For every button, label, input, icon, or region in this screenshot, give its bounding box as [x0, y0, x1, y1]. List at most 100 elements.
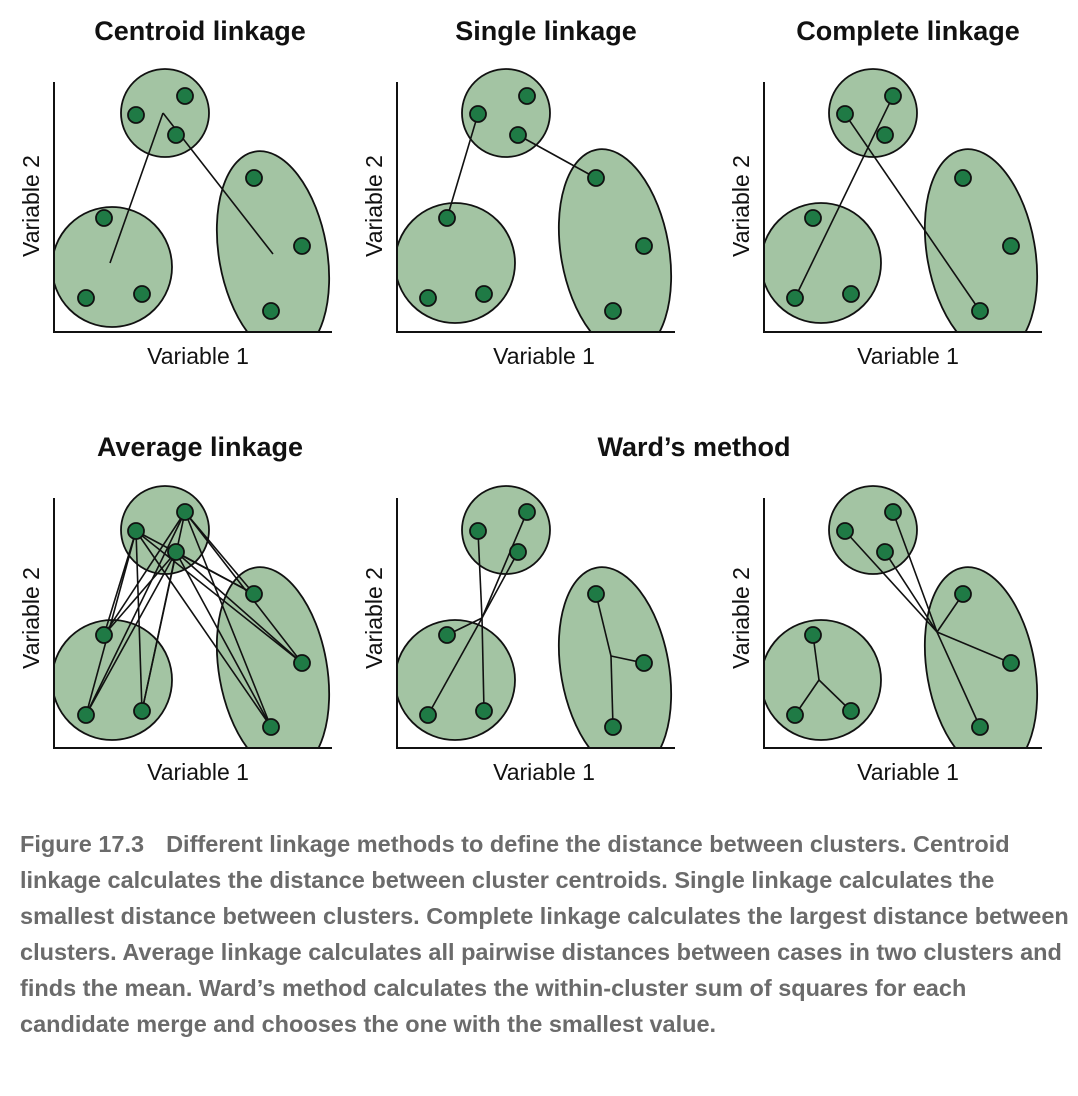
axes: [396, 498, 675, 749]
data-point: [133, 285, 151, 303]
data-point: [127, 522, 145, 540]
panel-centroid-linkage: Variable 1 Variable 2: [18, 68, 332, 369]
data-point: [95, 209, 113, 227]
data-point: [419, 706, 437, 724]
complete-link-line: [794, 95, 894, 299]
complete-link-line: [844, 113, 981, 312]
data-point: [884, 503, 902, 521]
y-axis-label: Variable 2: [728, 155, 754, 257]
data-point: [804, 626, 822, 644]
axes: [53, 498, 332, 749]
axes: [763, 82, 1042, 333]
data-point: [876, 543, 894, 561]
panel-wards-method-merge-b: Variable 1 Variable 2: [728, 485, 1042, 785]
data-point: [587, 169, 605, 187]
cluster-right: [923, 566, 1039, 748]
data-point: [836, 105, 854, 123]
axes: [763, 498, 1042, 749]
x-axis-label: Variable 1: [493, 343, 595, 369]
data-point: [95, 626, 113, 644]
data-point: [133, 702, 151, 720]
panel-single-linkage: Variable 1 Variable 2: [361, 68, 675, 369]
data-point: [509, 543, 527, 561]
data-point: [77, 289, 95, 307]
data-point: [293, 237, 311, 255]
figure-caption-text: Different linkage methods to define the …: [20, 831, 1069, 1037]
data-point: [635, 654, 653, 672]
axes: [53, 82, 332, 333]
x-axis-label: Variable 1: [147, 759, 249, 785]
data-point: [876, 126, 894, 144]
data-point: [245, 169, 263, 187]
data-point: [262, 718, 280, 736]
cluster-left: [54, 206, 173, 328]
wards-method-title: Ward’s method: [597, 432, 790, 462]
data-point: [469, 105, 487, 123]
data-point: [176, 87, 194, 105]
data-point: [604, 718, 622, 736]
data-point: [786, 289, 804, 307]
complete-linkage-title: Complete linkage: [796, 16, 1020, 46]
x-axis-label: Variable 1: [493, 759, 595, 785]
cluster-right: [557, 566, 673, 748]
data-point: [786, 706, 804, 724]
data-point: [884, 87, 902, 105]
average-link-lines: [85, 511, 303, 728]
cluster-right: [557, 148, 673, 332]
data-point: [509, 126, 527, 144]
single-link-line: [446, 113, 479, 219]
single-linkage-title: Single linkage: [455, 16, 637, 46]
y-axis-label: Variable 2: [18, 155, 44, 257]
average-linkage-title: Average linkage: [97, 432, 303, 462]
data-point: [176, 503, 194, 521]
axes: [396, 82, 675, 333]
data-point: [469, 522, 487, 540]
data-point: [518, 503, 536, 521]
data-point: [475, 285, 493, 303]
x-axis-label: Variable 1: [147, 343, 249, 369]
panel-wards-method-merge-a: Variable 1 Variable 2: [361, 485, 675, 785]
x-axis-label: Variable 1: [857, 759, 959, 785]
x-axis-label: Variable 1: [857, 343, 959, 369]
data-point: [1002, 237, 1020, 255]
data-point: [167, 543, 185, 561]
cluster-right: [923, 148, 1039, 332]
data-point: [245, 585, 263, 603]
data-point: [1002, 654, 1020, 672]
data-point: [804, 209, 822, 227]
y-axis-label: Variable 2: [361, 155, 387, 257]
y-axis-label: Variable 2: [361, 567, 387, 669]
data-point: [971, 718, 989, 736]
data-point: [127, 106, 145, 124]
figure-caption-label: Figure 17.3: [20, 831, 145, 857]
centroid-linkage-title: Centroid linkage: [94, 16, 306, 46]
data-point: [167, 126, 185, 144]
y-axis-label: Variable 2: [18, 567, 44, 669]
data-point: [954, 169, 972, 187]
data-point: [438, 209, 456, 227]
centroid-link-line: [109, 112, 164, 264]
data-point: [293, 654, 311, 672]
ward-merge-lines: [794, 511, 1012, 728]
panel-complete-linkage: Variable 1 Variable 2: [728, 68, 1042, 369]
data-point: [842, 702, 860, 720]
data-point: [262, 302, 280, 320]
data-point: [971, 302, 989, 320]
ward-merge-lines: [427, 511, 645, 728]
data-point: [842, 285, 860, 303]
data-point: [604, 302, 622, 320]
data-point: [475, 702, 493, 720]
data-point: [836, 522, 854, 540]
data-point: [438, 626, 456, 644]
single-link-line: [517, 134, 597, 179]
data-point: [587, 585, 605, 603]
data-point: [518, 87, 536, 105]
data-point: [77, 706, 95, 724]
data-point: [635, 237, 653, 255]
data-point: [954, 585, 972, 603]
figure-caption: Figure 17.3 Different linkage methods to …: [20, 826, 1070, 1042]
linkage-diagram-figure: Centroid linkage Single linkage Complete…: [18, 16, 1042, 785]
panel-average-linkage: Variable 1 Variable 2: [18, 485, 332, 785]
data-point: [419, 289, 437, 307]
y-axis-label: Variable 2: [728, 567, 754, 669]
